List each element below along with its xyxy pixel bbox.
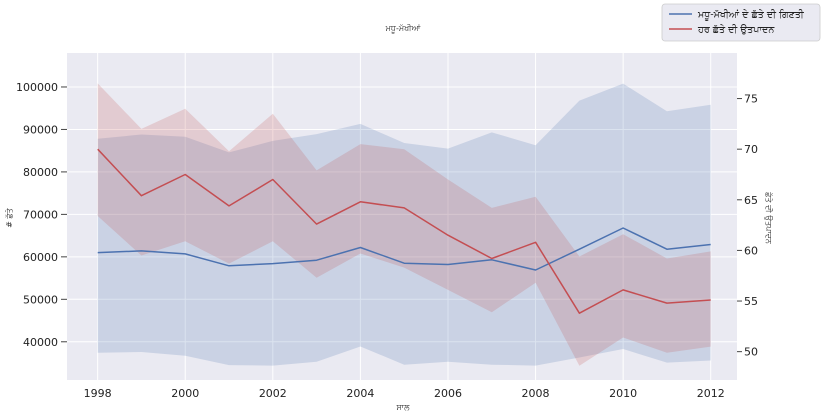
y-left-tick-label: 50000 [23,293,58,306]
series-line-0 [97,227,711,271]
plot-area [67,53,737,380]
x-tick-label: 1998 [84,387,112,400]
y-right-tick-label: 55 [744,295,758,308]
x-tick-label: 2012 [697,387,725,400]
x-tick-label: 2002 [259,387,287,400]
y-right-tick-label: 70 [744,143,758,156]
x-tick-label: 2010 [609,387,637,400]
x-tick-label: 2000 [171,387,199,400]
legend-label-hive-count: ਮਧੂ-ਮੱਖੀਆਂ ਦੇ ਛੱਤੇ ਦੀ ਗਿਣਤੀ [697,9,805,21]
y-left-tick-label: 100000 [16,81,58,94]
y-axis-left-label: # ਛੱਤੇ [5,207,14,227]
confidence-band-0 [97,83,711,366]
x-tick-label: 2004 [346,387,374,400]
y-axis-left-ticks: 40000 50000 60000 70000 80000 90000 100000 [16,81,67,349]
series-line-1 [97,148,711,314]
y-left-tick-label: 40000 [23,336,58,349]
y-right-tick-label: 75 [744,93,758,106]
series-lines [97,148,711,314]
legend-label-yield-per-hive: ਹਰ ਛੱਤੇ ਦੀ ਉਤਪਾਦਨ [697,24,775,36]
y-axis-right-ticks: 50 55 60 65 70 75 [737,93,758,359]
confidence-band-1 [97,83,711,366]
confidence-bands [97,83,711,366]
legend: ਮਧੂ-ਮੱਖੀਆਂ ਦੇ ਛੱਤੇ ਦੀ ਗਿਣਤੀ ਹਰ ਛੱਤੇ ਦੀ ਉ… [661,3,821,42]
x-tick-label: 2008 [522,387,550,400]
x-axis-ticks: 1998 2000 2002 2004 2006 2008 2010 2012 [84,387,725,400]
legend-box [661,3,821,42]
y-axis-right-label: ਛੱਤੇ ਦੀ ਉਤਪਾਦਨ [764,191,773,245]
y-left-tick-label: 70000 [23,208,58,221]
y-left-tick-label: 80000 [23,166,58,179]
chart-title: ਮਧੂ-ਮੱਖੀਆਂ [385,24,421,33]
y-right-tick-label: 60 [744,244,758,257]
y-right-tick-label: 50 [744,346,758,359]
y-left-tick-label: 90000 [23,123,58,136]
y-right-tick-label: 65 [744,194,758,207]
grid [67,53,737,380]
y-left-tick-label: 60000 [23,251,58,264]
x-tick-label: 2006 [434,387,462,400]
x-axis-label: ਸਾਲ [395,403,410,412]
